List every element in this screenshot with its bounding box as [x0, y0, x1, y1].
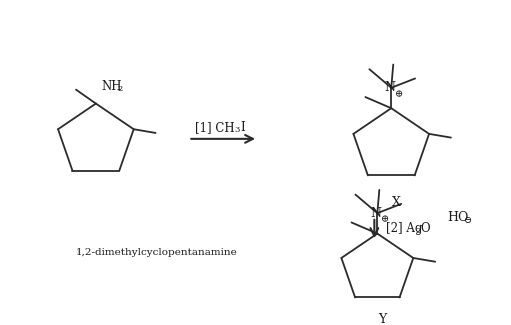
Text: [2] Ag: [2] Ag [386, 222, 423, 235]
Text: 3: 3 [235, 125, 240, 134]
Text: [1] CH: [1] CH [195, 121, 235, 134]
Text: O: O [420, 222, 430, 235]
Text: ⊕: ⊕ [395, 90, 403, 99]
Text: Y: Y [378, 314, 386, 325]
Text: NH: NH [102, 80, 122, 93]
Text: 2: 2 [415, 227, 421, 235]
Text: N: N [385, 81, 396, 94]
Text: HO: HO [447, 211, 468, 224]
Text: N: N [371, 207, 382, 220]
Text: ⊖: ⊖ [464, 216, 472, 225]
Text: 2: 2 [118, 85, 123, 93]
Text: I: I [241, 121, 245, 134]
Text: 1,2-dimethylcyclopentanamine: 1,2-dimethylcyclopentanamine [76, 248, 238, 257]
Text: ⊕: ⊕ [381, 215, 389, 224]
Text: X: X [392, 196, 401, 209]
